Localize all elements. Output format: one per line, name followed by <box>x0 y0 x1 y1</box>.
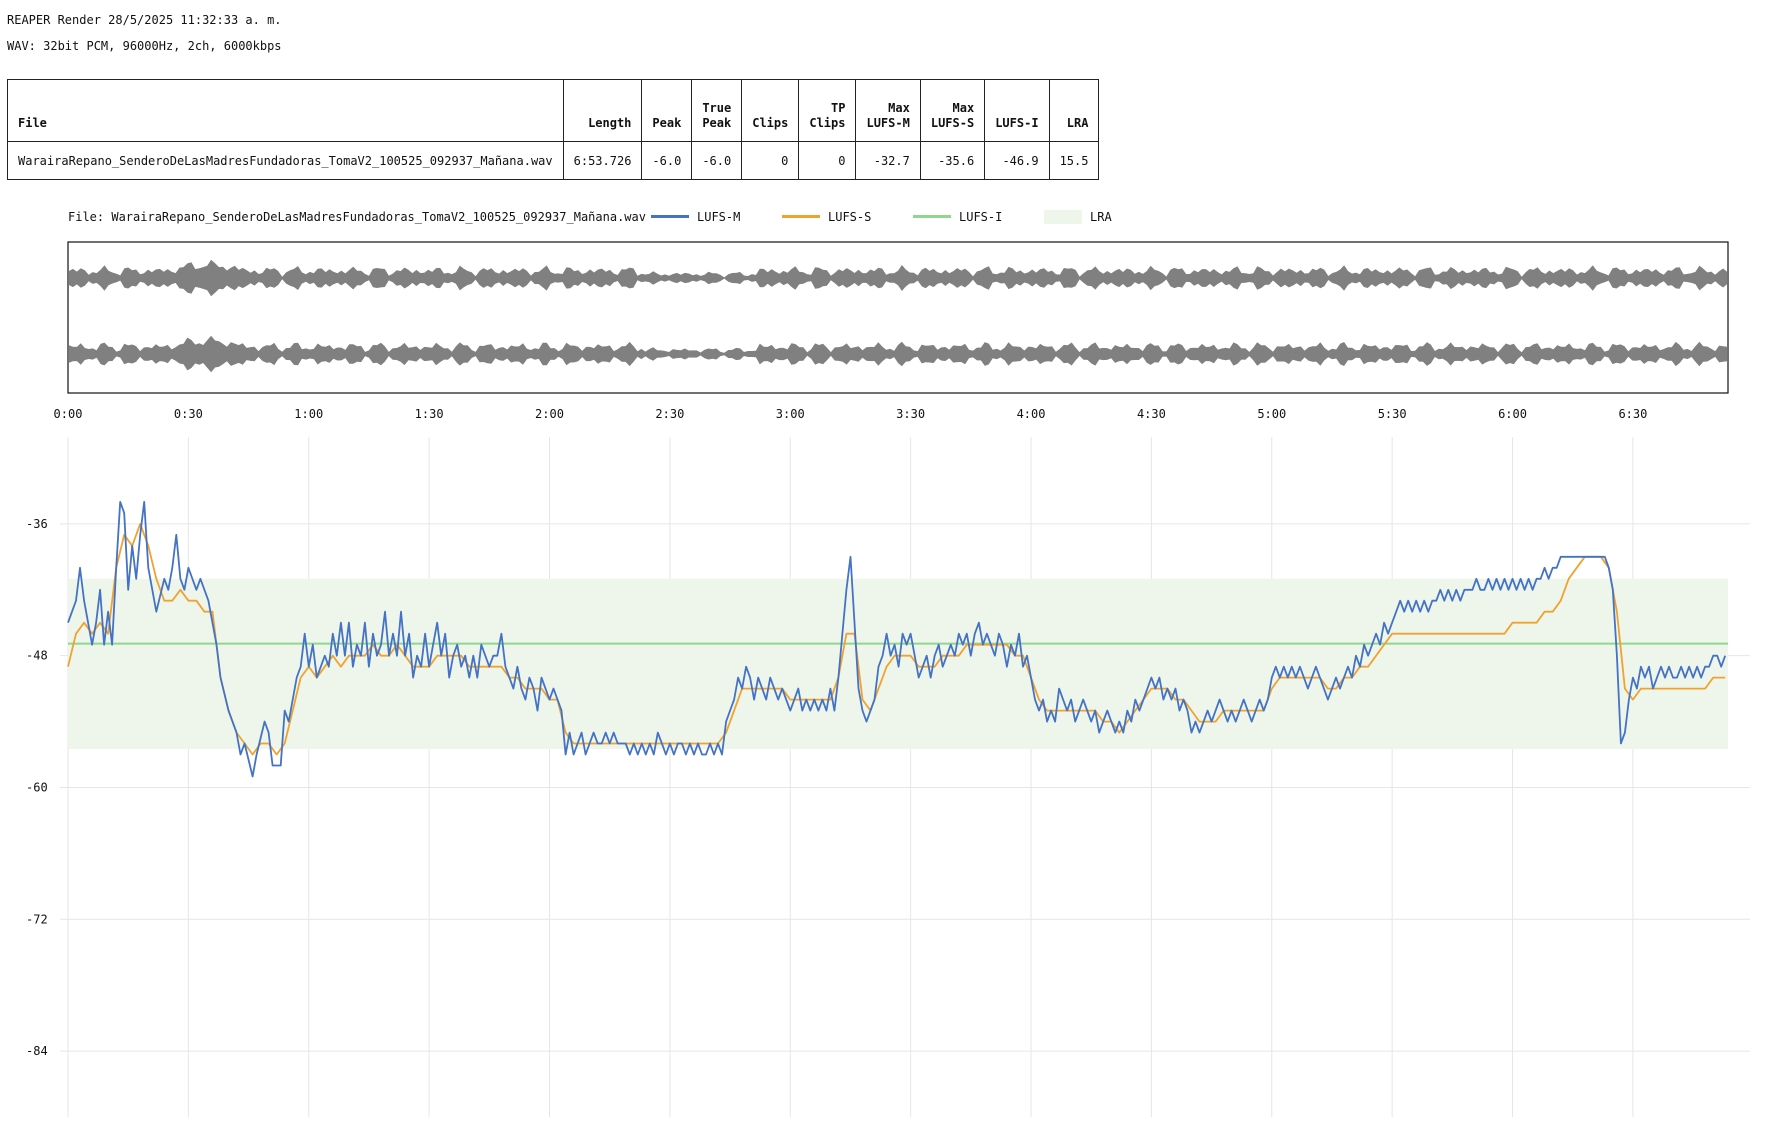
x-tick-label: 0:30 <box>174 407 203 421</box>
y-tick-label: -48 <box>26 649 48 663</box>
table-cell: 0 <box>798 141 857 180</box>
column-header-text: True <box>702 101 732 115</box>
legend-file-label: File: WarairaRepano_SenderoDeLasMadresFu… <box>68 210 646 224</box>
series-lufs-s-line <box>67 523 1726 756</box>
legend-item-lufs-s: LUFS-S <box>782 210 871 224</box>
legend-swatch-lufs-s <box>782 215 820 218</box>
x-tick-label: 2:00 <box>535 407 564 421</box>
column-header-text: LUFS-S <box>930 116 975 130</box>
waveform-channel-2 <box>69 335 1727 373</box>
legend-swatch-lra <box>1044 209 1082 224</box>
x-tick-label: 5:30 <box>1378 407 1407 421</box>
x-tick-label: 1:00 <box>294 407 323 421</box>
column-header-text: LUFS-I <box>995 116 1039 130</box>
table-cell: -46.9 <box>984 141 1050 180</box>
x-tick-label: 6:00 <box>1498 407 1527 421</box>
y-tick-label: -84 <box>26 1044 48 1058</box>
table-header-row: File Length Peak True Peak Clips TP Clips Max LUF… <box>7 79 1100 142</box>
column-header: Max LUFS-M <box>855 79 921 142</box>
legend-swatch-lufs-i <box>913 215 951 218</box>
table-cell: -32.7 <box>855 141 921 180</box>
legend-label-lufs-m: LUFS-M <box>697 210 741 224</box>
x-tick-label: 4:30 <box>1137 407 1166 421</box>
y-tick-labels: -36 -48 -60 -72 -84 <box>26 517 48 1058</box>
legend-label-lufs-i: LUFS-I <box>959 210 1003 224</box>
report-title: REAPER Render 28/5/2025 11:32:33 a. m. <box>7 13 282 27</box>
x-tick-label: 6:30 <box>1618 407 1647 421</box>
column-header: File <box>7 79 564 142</box>
column-header: Clips <box>741 79 800 142</box>
column-header-text: Peak <box>652 116 682 130</box>
legend-swatch-lufs-m <box>651 215 689 218</box>
y-tick-label: -72 <box>26 912 48 926</box>
column-header-text: Clips <box>752 116 789 130</box>
x-tick-label: 3:00 <box>776 407 805 421</box>
column-header-text: Peak <box>702 116 732 130</box>
series-layer <box>67 501 1727 778</box>
table-cell: 6:53.726 <box>562 141 643 180</box>
loudness-stats-table: File Length Peak True Peak Clips TP Clips Max LUF… <box>7 79 1100 180</box>
legend-item-lra: LRA <box>1044 209 1112 225</box>
waveform <box>69 259 1727 373</box>
column-header-text: Length <box>588 116 632 130</box>
chart-grid <box>60 437 1750 1117</box>
table-cell: 0 <box>741 141 800 180</box>
column-header: TP Clips <box>798 79 857 142</box>
table-cell: -6.0 <box>641 141 693 180</box>
legend-label-lra: LRA <box>1090 210 1112 224</box>
x-tick-label: 5:00 <box>1257 407 1286 421</box>
x-tick-labels: 0:00 0:30 1:00 1:30 2:00 2:30 3:00 3:30 4:00 4:30… <box>54 407 1648 421</box>
x-tick-label: 2:30 <box>655 407 684 421</box>
y-tick-label: -36 <box>26 517 48 531</box>
table-cell: 15.5 <box>1048 141 1100 180</box>
x-tick-label: 0:00 <box>54 407 83 421</box>
table-cell: WarairaRepano_SenderoDeLasMadresFundador… <box>7 141 564 180</box>
column-header-text: LRA <box>1066 116 1089 130</box>
column-header-text: Max <box>888 101 910 115</box>
table-cell: -6.0 <box>691 141 743 180</box>
y-tick-label: -60 <box>26 780 48 794</box>
column-header: Max LUFS-S <box>919 79 986 142</box>
legend-item-lufs-m: LUFS-M <box>651 210 740 224</box>
column-header: LUFS-I <box>984 79 1050 142</box>
legend-label-lufs-s: LUFS-S <box>828 210 872 224</box>
format-info: WAV: 32bit PCM, 96000Hz, 2ch, 6000kbps <box>7 39 282 53</box>
legend-item-lufs-i: LUFS-I <box>913 210 1002 224</box>
waveform-channel-1 <box>69 259 1727 297</box>
column-header-text: File <box>18 116 47 130</box>
column-header-text: TP <box>831 101 846 115</box>
waveform-frame <box>67 241 1729 394</box>
column-header-text: LUFS-M <box>866 116 910 130</box>
series-lufs-m-line <box>67 501 1727 778</box>
column-header-text: Max <box>952 101 975 115</box>
column-header: Peak <box>641 79 693 142</box>
table-row: WarairaRepano_SenderoDeLasMadresFundador… <box>7 141 1100 180</box>
x-tick-label: 3:30 <box>896 407 925 421</box>
x-tick-label: 4:00 <box>1017 407 1046 421</box>
table-cell: -35.6 <box>919 141 986 180</box>
column-header-text: Clips <box>809 116 846 130</box>
x-tick-label: 1:30 <box>415 407 444 421</box>
